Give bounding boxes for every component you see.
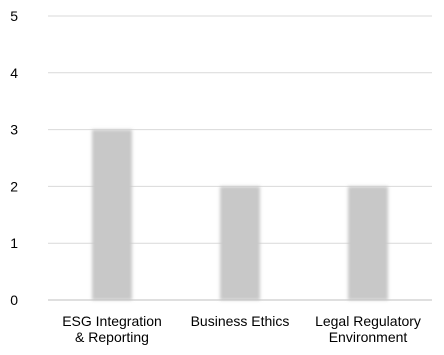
x-tick-label-line: ESG Integration [62, 313, 162, 329]
y-tick-label: 1 [10, 235, 18, 251]
y-tick-label: 0 [10, 292, 18, 308]
y-tick-label: 4 [10, 65, 18, 81]
bar [348, 186, 388, 300]
bar [220, 186, 260, 300]
y-axis-ticks: 0 1 2 3 4 5 [10, 8, 18, 308]
x-tick-label-line: & Reporting [75, 329, 149, 345]
y-tick-label: 5 [10, 8, 18, 24]
x-tick-label: ESG Integration & Reporting [62, 313, 162, 345]
bars [92, 129, 388, 300]
y-tick-label: 2 [10, 178, 18, 194]
x-tick-label-line: Business Ethics [191, 313, 290, 329]
x-axis-ticks: ESG Integration & Reporting Business Ethic… [62, 313, 421, 345]
bar [92, 129, 132, 300]
y-tick-label: 3 [10, 122, 18, 138]
x-tick-label: Legal Regulatory Environment [315, 313, 421, 345]
x-tick-label-line: Legal Regulatory [315, 313, 421, 329]
x-tick-label-line: Environment [329, 329, 408, 345]
x-tick-label: Business Ethics [191, 313, 290, 329]
